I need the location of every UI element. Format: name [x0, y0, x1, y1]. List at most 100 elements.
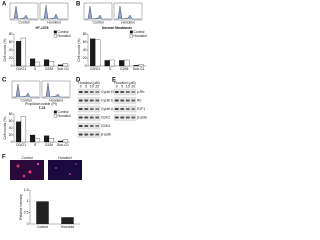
legend-label: Control — [134, 30, 145, 34]
blot-strip — [77, 97, 101, 104]
y-tick-label: 20 — [83, 56, 87, 60]
band — [89, 91, 94, 93]
band — [114, 108, 119, 110]
bar — [95, 39, 101, 67]
panel-label: E — [112, 78, 116, 84]
histogram-c: Control Honokiol Propidium iodide (PI) — [11, 80, 71, 106]
y-tick-label: 40 — [9, 126, 13, 130]
protein-label: β-actin — [137, 115, 147, 119]
bar — [90, 38, 96, 67]
x-tick-label: Control — [37, 225, 48, 229]
panel-label: C — [2, 78, 7, 84]
legend-swatch — [53, 30, 57, 34]
bar — [34, 138, 41, 143]
bar — [62, 139, 69, 143]
band — [125, 116, 130, 119]
x-tick-label: G2/M — [45, 67, 53, 71]
y-tick-label: 60 — [83, 40, 87, 44]
band — [84, 99, 89, 102]
band — [78, 99, 83, 102]
band — [84, 133, 89, 136]
image-honokiol — [48, 160, 82, 180]
legend-label: Control — [58, 30, 69, 34]
band — [95, 99, 100, 102]
cell — [28, 170, 32, 174]
bar — [15, 41, 22, 67]
histogram-peak — [85, 5, 111, 20]
blot-strip — [77, 122, 101, 130]
band — [78, 133, 83, 136]
histogram-frame — [83, 2, 113, 21]
band — [120, 91, 125, 93]
blot-header: Honokiol (μM) — [78, 81, 99, 85]
x-tick-label: S — [34, 67, 37, 71]
protein-label: CDK2 — [101, 115, 110, 119]
band — [120, 116, 125, 119]
band — [125, 108, 130, 110]
band — [78, 108, 83, 110]
x-tick-label: Sub-G1 — [57, 143, 69, 147]
band — [78, 116, 83, 119]
x-tick-label: Honokiol — [61, 225, 74, 229]
bar — [48, 61, 55, 67]
y-tick-label: 1.5 — [24, 188, 29, 192]
band — [89, 133, 94, 136]
y-tick-label: 80 — [83, 32, 87, 36]
dose-label: 0 — [80, 84, 82, 88]
protein-label: Cyclin E — [101, 98, 114, 102]
blot-header: Honokiol (μM) — [114, 81, 135, 85]
bar — [104, 60, 110, 67]
band — [84, 116, 89, 119]
band — [95, 108, 100, 110]
dose-label: 10 — [90, 84, 94, 88]
dose-label: 20 — [95, 84, 99, 88]
band — [114, 91, 119, 93]
legend-swatch — [53, 110, 57, 114]
y-tick-label: 60 — [9, 40, 13, 44]
cell — [36, 162, 40, 166]
y-tick-label: 60 — [9, 119, 13, 123]
legend-label: Honokiol — [58, 34, 71, 38]
legend-swatch — [53, 114, 57, 118]
band — [84, 108, 89, 110]
y-axis-label: Cell counts (%) — [3, 117, 7, 140]
dose-label: 5 — [85, 84, 87, 88]
protein-label: E2F1 — [137, 107, 145, 111]
band — [89, 99, 94, 102]
bar — [57, 140, 64, 143]
bar — [15, 121, 22, 143]
histogram-peak — [13, 83, 39, 98]
bar — [29, 58, 36, 67]
x-tick-label: Sub-G1 — [133, 67, 145, 71]
image-control — [10, 160, 44, 180]
legend-label: Honokiol — [58, 114, 71, 118]
bar — [124, 59, 130, 67]
band — [89, 125, 94, 127]
x-tick-label: S — [34, 143, 37, 147]
blot-strip — [113, 97, 137, 104]
x-tick-label: S — [109, 67, 112, 71]
blot-strip — [113, 114, 137, 121]
cell — [16, 164, 20, 168]
blot-strip — [77, 114, 101, 121]
bar — [34, 61, 41, 67]
bar — [48, 137, 55, 143]
bar — [43, 59, 50, 67]
band — [120, 99, 125, 102]
band — [78, 125, 83, 127]
dose-label: 0 — [116, 84, 118, 88]
legend-swatch — [129, 34, 133, 38]
band — [131, 116, 136, 119]
image-label: Honokiol — [58, 156, 71, 160]
histogram-caption: Control — [93, 20, 104, 24]
histogram-peak — [11, 5, 37, 20]
bar — [36, 201, 49, 224]
band — [120, 108, 125, 110]
histogram-caption: Honokiol — [121, 20, 134, 24]
panel-label: A — [2, 2, 7, 8]
bar — [119, 60, 125, 67]
x-tick-label: G2/M — [120, 67, 128, 71]
bar — [133, 65, 139, 67]
y-tick-label: 40 — [83, 48, 87, 52]
y-tick-label: 1 — [27, 199, 29, 203]
